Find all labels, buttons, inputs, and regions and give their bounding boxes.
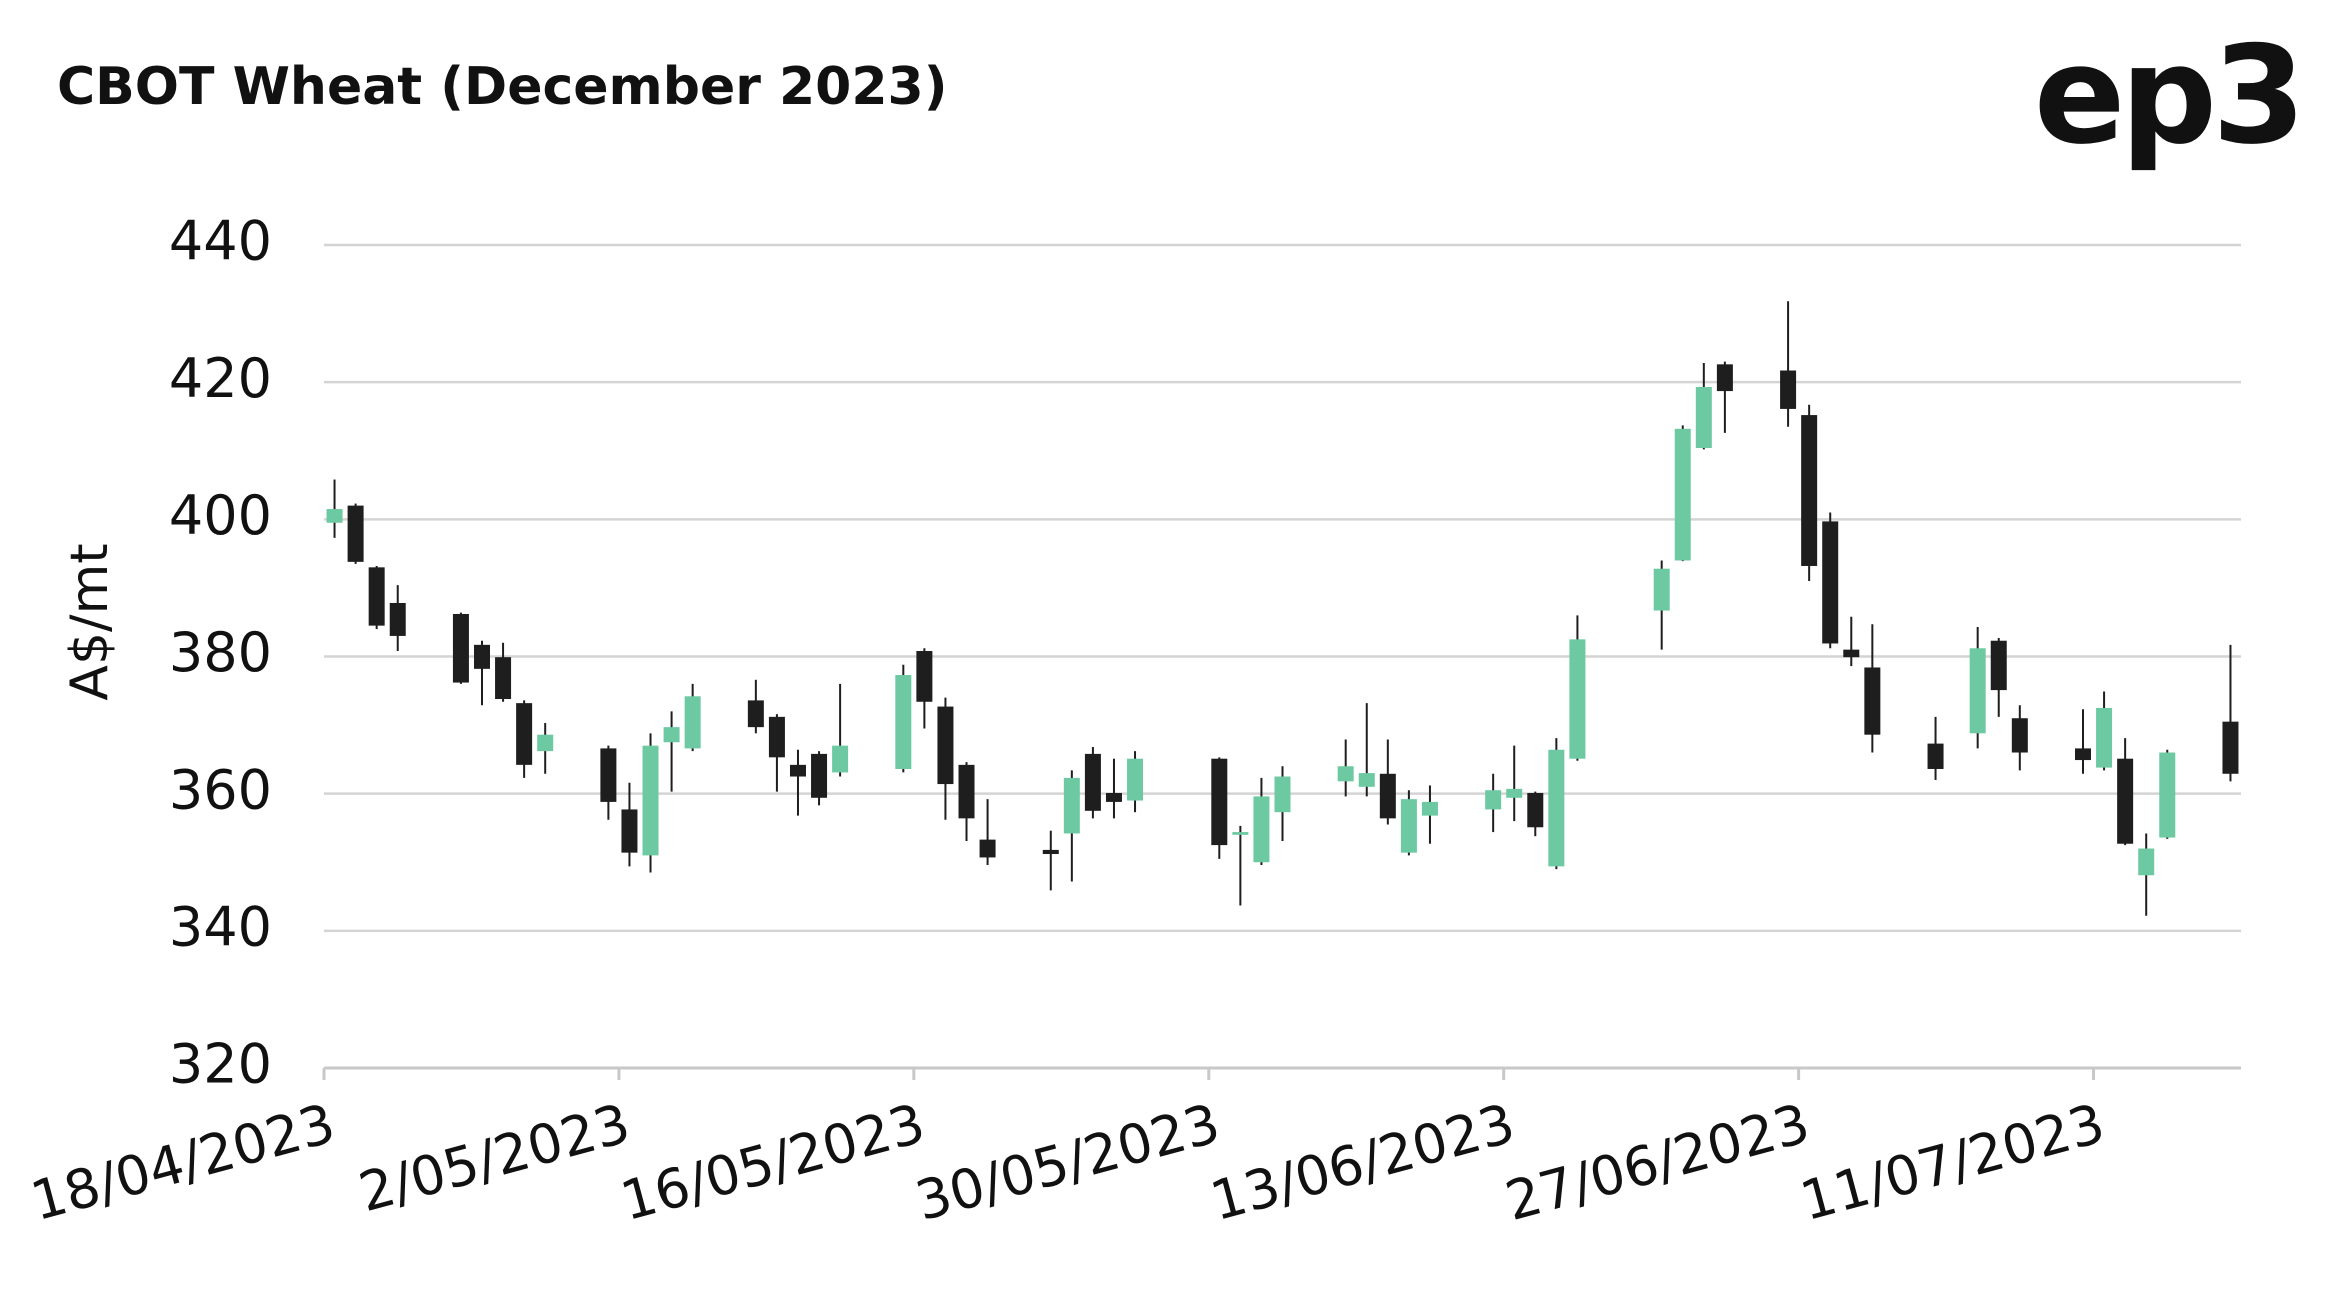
candle-body bbox=[1211, 758, 1228, 846]
candle-body bbox=[747, 700, 764, 728]
chart-title: CBOT Wheat (December 2023) bbox=[57, 57, 947, 117]
candle-body bbox=[895, 675, 912, 769]
y-tick-label: 340 bbox=[169, 895, 272, 958]
candle-body bbox=[495, 657, 512, 700]
candle-body bbox=[1400, 799, 1417, 853]
candle-body bbox=[1569, 639, 1586, 759]
candle-body bbox=[1927, 743, 1944, 769]
candle-body bbox=[1253, 796, 1270, 863]
candle-body bbox=[937, 706, 954, 785]
candle-body bbox=[2011, 718, 2028, 753]
candle-body bbox=[1358, 773, 1375, 787]
candle-body bbox=[1695, 386, 1712, 449]
candle-body bbox=[1274, 776, 1291, 813]
candle-body bbox=[1990, 640, 2007, 691]
candle-body bbox=[1232, 832, 1249, 835]
candle-body bbox=[1527, 792, 1544, 828]
y-tick-label: 320 bbox=[169, 1033, 272, 1096]
candle-body bbox=[1063, 777, 1080, 834]
candle-body bbox=[1674, 428, 1691, 561]
candle-body bbox=[789, 764, 806, 777]
y-tick-label: 440 bbox=[169, 210, 272, 273]
candle-body bbox=[832, 745, 849, 773]
candle-body bbox=[1801, 415, 1818, 566]
candle-body bbox=[2159, 752, 2176, 838]
candle-body bbox=[1969, 648, 1986, 734]
y-tick-label: 380 bbox=[169, 621, 272, 684]
y-tick-label: 420 bbox=[169, 347, 272, 410]
candle-body bbox=[684, 696, 701, 749]
candle-body bbox=[1421, 801, 1438, 816]
candle-body bbox=[1506, 788, 1523, 798]
candle-body bbox=[979, 839, 996, 858]
candle-body bbox=[621, 809, 638, 853]
candle-body bbox=[1653, 568, 1670, 611]
candle-body bbox=[1379, 773, 1396, 819]
candle-body bbox=[811, 753, 828, 798]
candle-body bbox=[768, 716, 785, 758]
candle-body bbox=[2096, 707, 2113, 768]
logo: ep3 bbox=[2034, 17, 2301, 174]
candle-body bbox=[600, 748, 617, 802]
candle-body bbox=[1084, 753, 1101, 811]
candle-body bbox=[1337, 766, 1354, 782]
candle-body bbox=[1042, 849, 1059, 855]
candle-body bbox=[642, 745, 659, 856]
candle-body bbox=[368, 567, 385, 626]
candle-body bbox=[1780, 370, 1797, 409]
candle-body bbox=[2117, 758, 2134, 844]
candle-body bbox=[473, 644, 490, 669]
candle-body bbox=[1105, 792, 1122, 802]
candle-body bbox=[1822, 521, 1839, 644]
candle-body bbox=[1485, 790, 1502, 810]
candle-body bbox=[1127, 758, 1144, 801]
y-tick-label: 360 bbox=[169, 758, 272, 821]
candle-body bbox=[347, 505, 364, 562]
candle-body bbox=[663, 727, 680, 743]
y-tick-label: 400 bbox=[169, 484, 272, 547]
candle-body bbox=[2222, 721, 2239, 774]
y-axis-label: A$/mt bbox=[60, 543, 120, 700]
candle-body bbox=[537, 734, 554, 752]
candle-body bbox=[1843, 649, 1860, 658]
candle-body bbox=[389, 603, 406, 636]
candle-body bbox=[916, 651, 933, 702]
candle-body bbox=[2075, 748, 2092, 761]
candle-body bbox=[1548, 749, 1565, 867]
candle-body bbox=[1864, 667, 1881, 735]
candle-body bbox=[958, 764, 975, 819]
candle-body bbox=[452, 613, 469, 683]
candle-body bbox=[2138, 848, 2155, 876]
candle-body bbox=[1716, 364, 1733, 392]
candle-body bbox=[516, 703, 533, 765]
candle-body bbox=[326, 509, 343, 523]
